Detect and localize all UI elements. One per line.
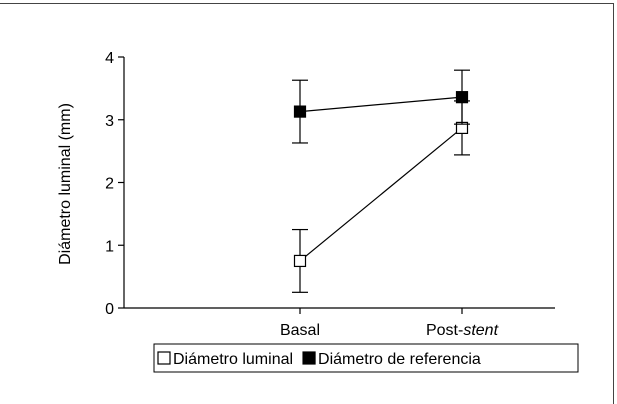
series-1-point-0 — [293, 105, 307, 118]
y-tick-label-4: 4 — [105, 50, 114, 67]
x-tick-label-1-italic: stent — [463, 322, 498, 339]
x-tick-label-0-text: Basal — [280, 322, 320, 339]
x-tick-label-1-text: Post- — [426, 322, 463, 339]
legend-label-0: Diámetro luminal — [173, 351, 293, 368]
legend-box — [153, 343, 579, 373]
y-tick-label-3: 3 — [105, 113, 114, 130]
legend-label-1: Diámetro de referencia — [318, 351, 481, 368]
x-tick-label-0: Basal — [280, 322, 320, 339]
y-axis-label: Diámetro luminal (mm) — [57, 103, 74, 265]
y-ticks: 0 1 2 3 4 — [105, 50, 124, 318]
series-0 — [292, 100, 470, 293]
series-layer — [292, 69, 470, 293]
series-1-line — [299, 96, 463, 113]
series-1-point-1 — [455, 91, 469, 104]
legend-swatch-1 — [302, 351, 316, 365]
series-0-point-0 — [293, 254, 307, 268]
y-tick-label-0: 0 — [105, 301, 114, 318]
x-ticks: Basal Post-stent — [280, 308, 499, 339]
legend: Diámetro luminal Diámetro de referencia — [157, 351, 481, 368]
series-0-line — [299, 127, 463, 262]
x-tick-label-1: Post-stent — [426, 322, 499, 339]
series-1 — [292, 69, 470, 144]
legend-swatch-0 — [157, 351, 171, 365]
y-tick-label-1: 1 — [105, 238, 114, 255]
y-tick-label-2: 2 — [105, 176, 114, 193]
